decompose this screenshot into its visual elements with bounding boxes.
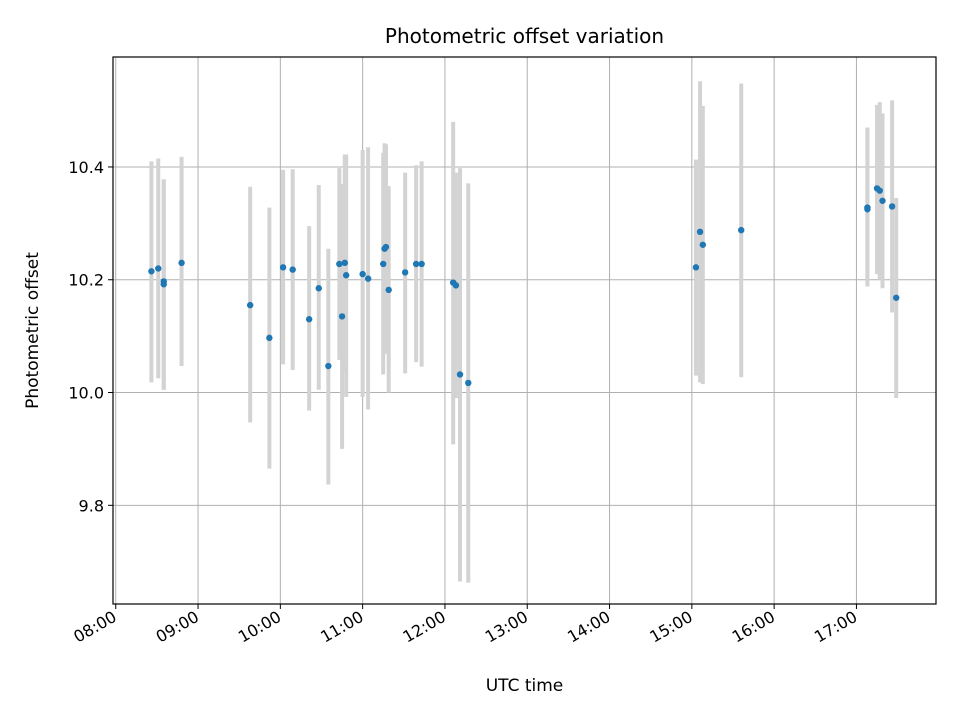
y-axis-label: Photometric offset: [23, 252, 43, 409]
y-tick-label: 9.8: [79, 496, 104, 515]
data-point: [888, 203, 896, 210]
data-point: [879, 197, 886, 204]
data-points: [148, 185, 900, 387]
data-point: [364, 275, 372, 282]
data-point: [385, 286, 392, 294]
plot-frame: [112, 56, 937, 605]
data-point: [893, 294, 900, 301]
y-axis-ticks: 9.8 10.0 10.2 10.4: [68, 158, 113, 515]
data-point: [305, 316, 313, 323]
y-tick-label: 10.0: [68, 384, 104, 403]
data-point: [456, 371, 464, 378]
data-point: [412, 260, 420, 268]
data-point: [325, 362, 332, 370]
data-point: [699, 241, 707, 248]
data-point: [452, 282, 460, 289]
data-point: [864, 206, 871, 213]
y-tick-label: 10.2: [68, 271, 104, 290]
chart-title: Photometric offset variation: [385, 24, 664, 48]
data-point: [338, 313, 346, 320]
data-point: [148, 268, 155, 275]
data-point: [246, 301, 254, 309]
data-point: [692, 264, 700, 271]
data-point: [380, 260, 387, 268]
data-point: [155, 265, 162, 272]
data-point: [359, 270, 366, 278]
data-point: [289, 266, 296, 273]
x-axis-label: UTC time: [486, 676, 564, 696]
data-point: [315, 285, 322, 292]
data-point: [401, 269, 409, 276]
data-point: [876, 187, 883, 194]
data-point: [341, 259, 349, 267]
data-point: [382, 243, 390, 251]
data-point: [696, 228, 704, 236]
data-point: [279, 264, 287, 271]
data-point: [160, 281, 167, 288]
data-point: [465, 379, 472, 387]
data-point: [342, 272, 350, 279]
data-point: [738, 226, 745, 234]
y-tick-label: 10.4: [68, 158, 104, 177]
data-point: [418, 260, 425, 268]
data-point: [266, 334, 273, 342]
data-point: [336, 260, 343, 268]
data-point: [178, 259, 185, 267]
